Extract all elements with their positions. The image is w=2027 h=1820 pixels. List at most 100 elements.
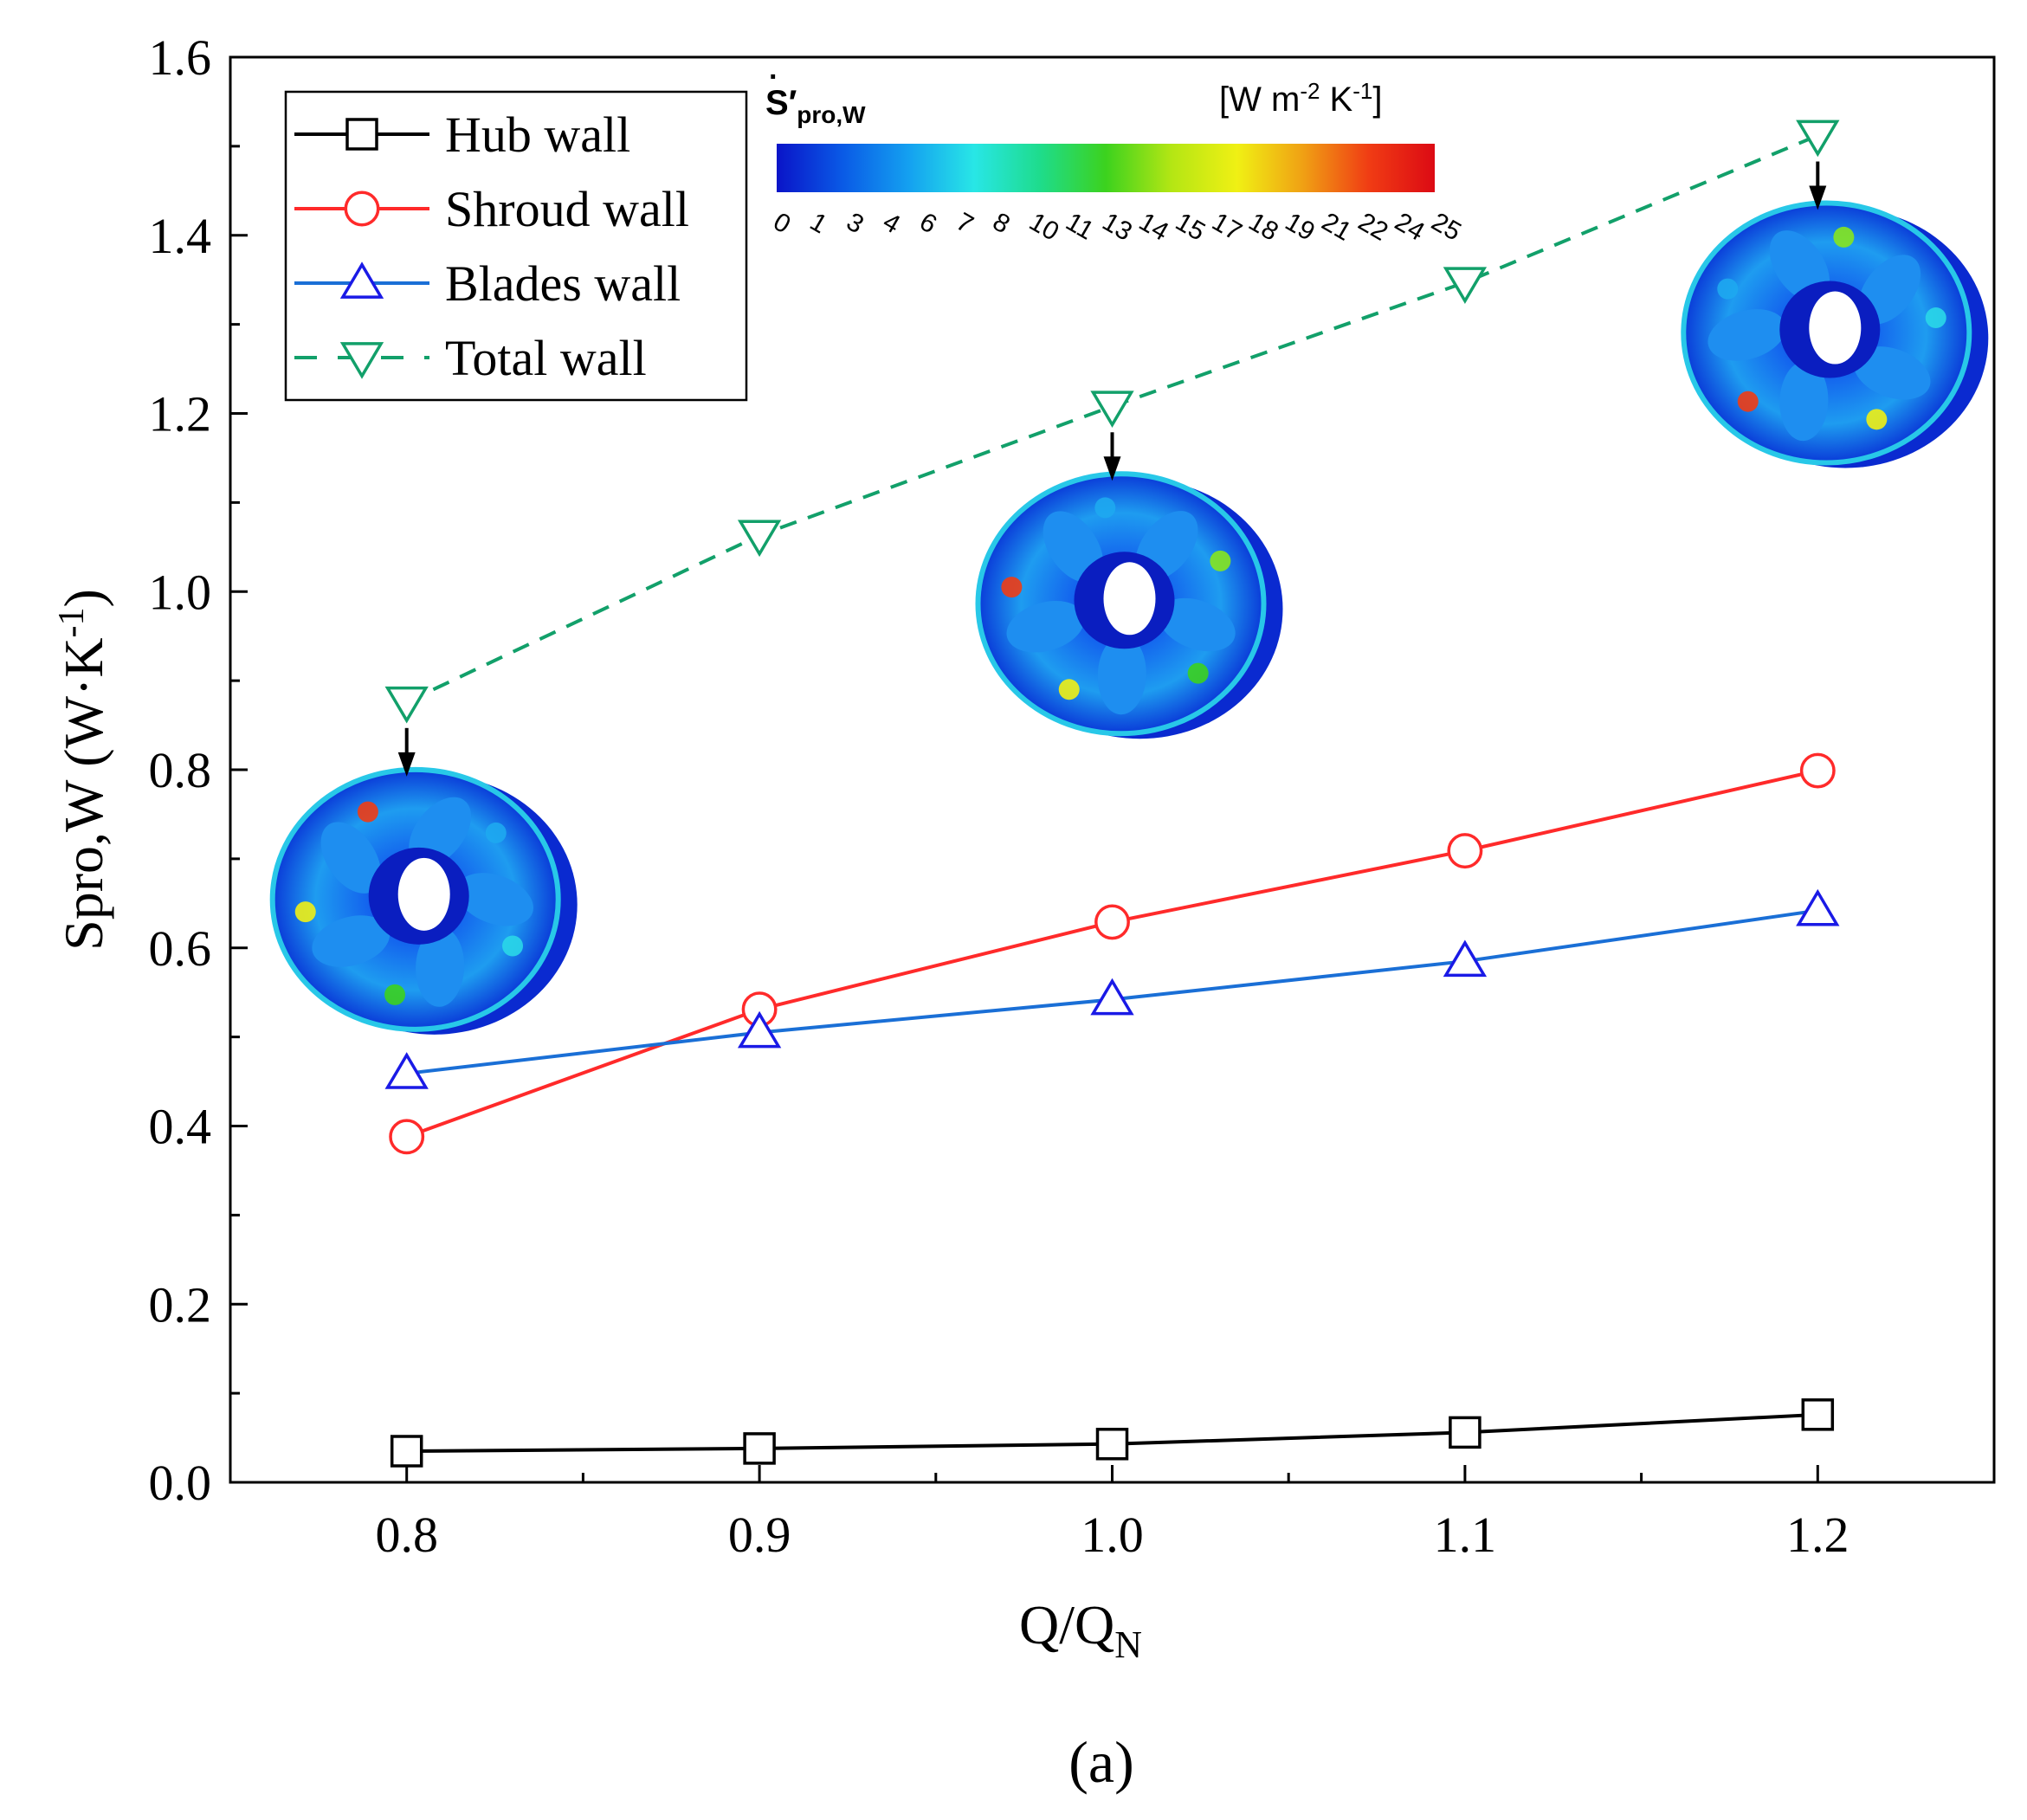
legend-marker: [344, 190, 380, 227]
y-axis-label: Spro,W (W·K-1): [52, 589, 114, 951]
legend-marker: [339, 342, 384, 379]
impeller-blade: [416, 926, 465, 1007]
colorbar-title-main: S: [765, 84, 789, 122]
colorbar-tick-label: 10: [1024, 207, 1063, 246]
y-tick-label: 1.4: [149, 208, 212, 264]
series-layer: [384, 119, 1840, 1468]
y-tick-label: 0.8: [149, 742, 212, 798]
axes: 0.0 0.2 0.4 0.6 0.8 1.0 1.2 1.4 1.6 0.8 0.9 1.0 1.1 1…: [149, 29, 1996, 1563]
data-point-hub-wall: [1801, 1398, 1835, 1431]
impeller-hotspot: [1833, 226, 1855, 248]
colorbar-tick-label: 0: [769, 207, 796, 239]
legend-label: Hub wall: [445, 106, 630, 163]
impeller-blade: [1097, 635, 1146, 715]
panel-label: (a): [1068, 1729, 1133, 1795]
x-tick-label: 0.8: [375, 1507, 438, 1563]
colorbar-tick-label: 18: [1243, 207, 1282, 246]
colorbar-tick-label: 21: [1317, 207, 1356, 246]
inset-arrows: [397, 161, 1827, 777]
series-blades-wall: [384, 888, 1840, 1089]
impeller-hotspot: [485, 822, 507, 843]
impeller-blade: [312, 915, 391, 967]
series-shroud-wall: [389, 752, 1836, 1155]
x-tick-label: 1.2: [1786, 1507, 1849, 1563]
impeller-blade: [1159, 597, 1236, 652]
colorbar-dot: ·: [769, 61, 778, 94]
colorbar-tick-label: 4: [878, 207, 905, 239]
data-point-total-wall: [1090, 390, 1134, 428]
impeller-hotspot: [384, 984, 406, 1005]
legend-marker: [339, 261, 384, 299]
colorbar-title-prime: ′: [789, 84, 797, 122]
data-point-hub-wall: [743, 1432, 776, 1465]
legend-entry-shroud-wall: Shroud wall: [294, 181, 689, 237]
colorbar-tick-label: 6: [914, 207, 941, 239]
colorbar-tick-label: 22: [1353, 207, 1392, 246]
y-tick-label: 1.0: [149, 564, 212, 620]
legend-marker: [345, 118, 378, 151]
data-point-blades-wall: [1796, 888, 1840, 926]
legend-entry-blades-wall: Blades wall: [294, 255, 681, 312]
data-point-shroud-wall: [1799, 752, 1836, 789]
impeller-hotspot: [1866, 409, 1888, 430]
impeller-blade: [1853, 346, 1931, 400]
inset-arrow-head: [397, 752, 416, 777]
colorbar-tick-label: 13: [1098, 207, 1137, 246]
series-line-shroud-wall: [406, 769, 1818, 1139]
legend-entry-hub-wall: Hub wall: [294, 106, 630, 163]
inset-arrow: [1809, 161, 1827, 210]
impeller-hotspot: [1925, 307, 1946, 329]
impeller-blade: [1707, 309, 1786, 361]
impeller-hotspot: [294, 901, 316, 923]
colorbar-unit: [W m-2 K-1]: [1219, 78, 1382, 119]
legend-label: Shroud wall: [445, 181, 689, 237]
impeller-hotspot: [1187, 662, 1209, 684]
impeller-hotspot: [1717, 278, 1739, 300]
impeller-inset: [269, 766, 578, 1035]
y-tick-label: 1.2: [149, 386, 212, 442]
impeller-insets: [269, 200, 1989, 1035]
data-point-total-wall: [737, 520, 782, 558]
colorbar-tick-label: 7: [952, 207, 978, 239]
y-tick-label: 0.6: [149, 920, 212, 977]
y-tick-label: 0.4: [149, 1099, 212, 1155]
inset-arrow: [1103, 432, 1121, 481]
impeller-hotspot: [1210, 550, 1231, 571]
impeller-hotspot: [502, 935, 524, 957]
data-point-shroud-wall: [389, 1119, 425, 1155]
colorbar-tick-label: 1: [805, 207, 832, 239]
inset-arrow-head: [1809, 185, 1827, 210]
series-hub-wall: [390, 1398, 1835, 1468]
data-point-blades-wall: [1443, 939, 1488, 978]
impeller-hotspot: [1094, 497, 1116, 519]
impeller-blade: [1043, 511, 1104, 583]
colorbar: S′pro,W · [W m-2 K-1] 0 1 3 4 6 7 8 10111314151…: [765, 61, 1466, 247]
colorbar-title: S′pro,W: [765, 84, 866, 128]
series-total-wall: [384, 119, 1840, 724]
impeller-hotspot: [1058, 679, 1080, 700]
colorbar-tick-label: 25: [1427, 207, 1466, 246]
data-point-total-wall: [384, 686, 429, 724]
impeller-hotspot: [1737, 390, 1759, 412]
data-point-hub-wall: [1449, 1416, 1482, 1449]
data-point-total-wall: [1443, 267, 1488, 304]
impeller-bore: [397, 857, 450, 931]
colorbar-tick-label: 8: [988, 207, 1015, 239]
colorbar-tick-label: 3: [842, 207, 868, 239]
data-point-shroud-wall: [1447, 833, 1483, 869]
data-point-hub-wall: [1095, 1428, 1129, 1461]
inset-arrow: [397, 727, 416, 777]
colorbar-tick-label: 19: [1281, 207, 1320, 246]
data-point-total-wall: [1796, 119, 1840, 158]
inset-arrow-head: [1103, 456, 1121, 481]
x-tick-label: 1.1: [1434, 1507, 1497, 1563]
impeller-bore: [1809, 291, 1862, 365]
legend-label: Blades wall: [445, 255, 681, 312]
legend: Hub wall Shroud wall Blades wall Total wall: [284, 90, 748, 402]
colorbar-bar: [777, 144, 1435, 192]
impeller-bore: [1103, 562, 1156, 636]
impeller-blade: [1779, 361, 1829, 442]
colorbar-tick-label: 24: [1390, 207, 1429, 246]
colorbar-tick-label: 17: [1207, 207, 1246, 246]
data-point-blades-wall: [384, 1052, 429, 1089]
